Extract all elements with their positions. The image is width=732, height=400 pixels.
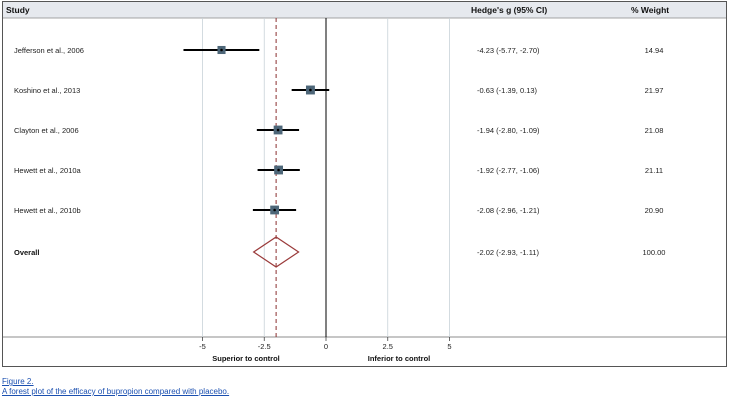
study-name: Hewett et al., 2010b — [14, 206, 81, 215]
grid-layer — [202, 18, 450, 337]
study-ci-text: -4.23 (-5.77, -2.70) — [477, 46, 540, 55]
study-weight: 14.94 — [645, 46, 664, 55]
header-band — [3, 2, 726, 18]
xlabel-left: Superior to control — [212, 354, 280, 363]
study-point-dot — [220, 48, 223, 52]
study-weight: 21.11 — [645, 166, 663, 175]
study-weight: 20.90 — [645, 206, 664, 215]
overall-name: Overall — [14, 248, 39, 257]
study-ci-text: -0.63 (-1.39, 0.13) — [477, 86, 538, 95]
axis-layer: Superior to control Inferior to control … — [199, 337, 452, 363]
x-tick-label-3: 2.5 — [383, 342, 393, 351]
overall-weight: 100.00 — [643, 248, 666, 257]
study-ci-text: -1.92 (-2.77, -1.06) — [477, 166, 540, 175]
figure-caption[interactable]: A forest plot of the efficacy of bupropi… — [2, 387, 230, 396]
study-point-dot — [273, 208, 276, 212]
study-weight: 21.08 — [645, 126, 664, 135]
chart-frame — [2, 1, 727, 367]
overall-ci-text: -2.02 (-2.93, -1.11) — [477, 248, 539, 257]
study-row-4: Hewett et al., 2010b -2.08 (-2.96, -1.21)… — [14, 205, 664, 215]
study-row-2: Clayton et al., 2006 -1.94 (-2.80, -1.09)… — [14, 125, 664, 135]
forest-plot: Study Hedge's g (95% CI) % Weight Jeffer… — [3, 2, 726, 363]
study-point-dot — [309, 88, 312, 92]
x-tick-label-4: 5 — [447, 342, 451, 351]
study-ci-text: -1.94 (-2.80, -1.09) — [477, 126, 540, 135]
x-tick-label-2: 0 — [324, 342, 328, 351]
study-ci-text: -2.08 (-2.96, -1.21) — [477, 206, 540, 215]
overall-diamond — [252, 236, 300, 268]
xlabel-right: Inferior to control — [368, 354, 431, 363]
x-tick-label-1: -2.5 — [258, 342, 271, 351]
x-tick-label-0: -5 — [199, 342, 206, 351]
study-row-0: Jefferson et al., 2006 -4.23 (-5.77, -2.7… — [14, 45, 664, 55]
study-point-dot — [276, 128, 280, 132]
figure-label[interactable]: Figure 2. — [2, 377, 34, 386]
header-effect: Hedge's g (95% CI) — [471, 5, 547, 15]
study-row-1: Koshino et al., 2013 -0.63 (-1.39, 0.13) 2… — [14, 85, 664, 95]
header-weight: % Weight — [631, 5, 669, 15]
rows-layer: Jefferson et al., 2006 -4.23 (-5.77, -2.7… — [14, 45, 666, 268]
study-name: Hewett et al., 2010a — [14, 166, 82, 175]
study-row-3: Hewett et al., 2010a -1.92 (-2.77, -1.06)… — [14, 165, 663, 175]
study-name: Koshino et al., 2013 — [14, 86, 80, 95]
study-name: Clayton et al., 2006 — [14, 126, 79, 135]
study-weight: 21.97 — [645, 86, 664, 95]
header-study: Study — [6, 5, 30, 15]
study-name: Jefferson et al., 2006 — [14, 46, 84, 55]
study-point-dot — [277, 168, 280, 172]
overall-row: Overall -2.02 (-2.93, -1.11) 100.00 — [14, 236, 666, 268]
